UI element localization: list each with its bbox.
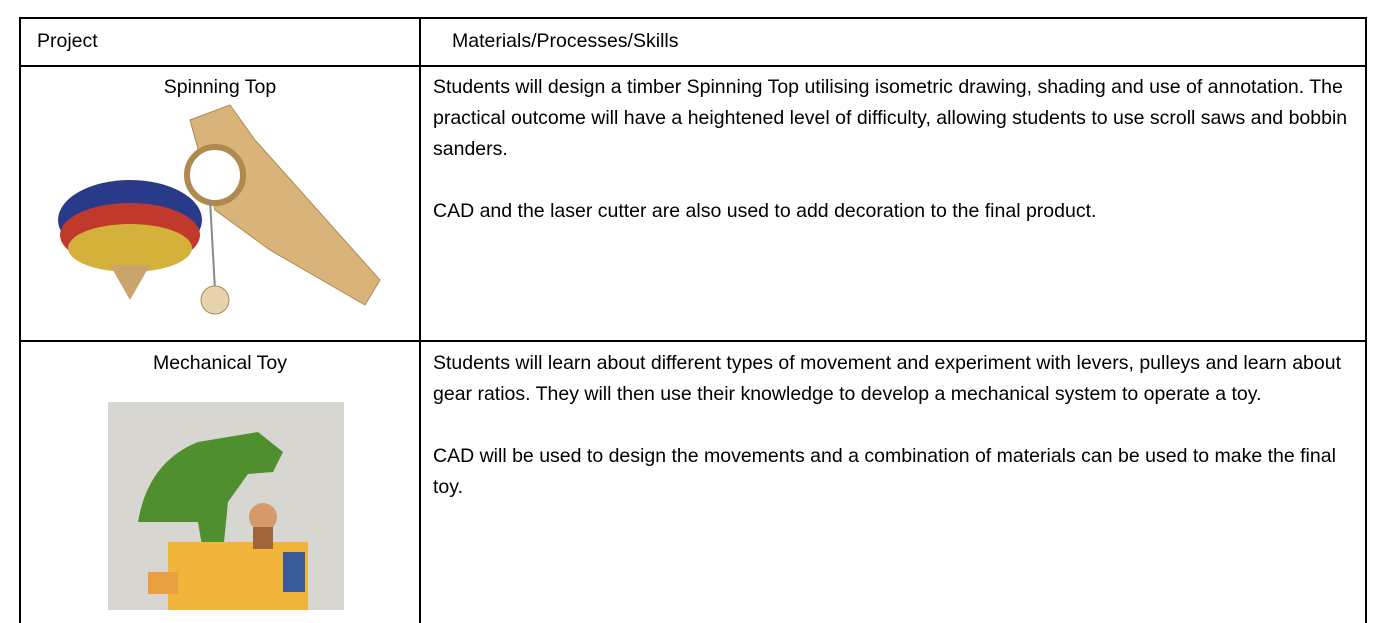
table-border [19, 65, 1367, 67]
table-border [19, 340, 1367, 342]
mechanical-toy-image [108, 402, 344, 610]
project-title: Mechanical Toy [152, 352, 288, 374]
paragraph: Students will design a timber Spinning T… [433, 76, 1348, 160]
description: Students will learn about different type… [433, 348, 1348, 534]
table-border [19, 17, 1367, 19]
header-cell: Project [37, 30, 98, 52]
header-cell: Materials/Processes/Skills [452, 30, 679, 52]
paragraph: CAD and the laser cutter are also used t… [433, 200, 1097, 222]
project-title: Spinning Top [163, 76, 277, 98]
paragraph: CAD will be used to design the movements… [433, 445, 1336, 498]
description: Students will design a timber Spinning T… [433, 72, 1348, 258]
table-border [419, 17, 421, 623]
table-border [19, 17, 21, 623]
paragraph: Students will learn about different type… [433, 352, 1341, 405]
spinning-top-image [58, 104, 381, 315]
table-border [1365, 17, 1367, 623]
